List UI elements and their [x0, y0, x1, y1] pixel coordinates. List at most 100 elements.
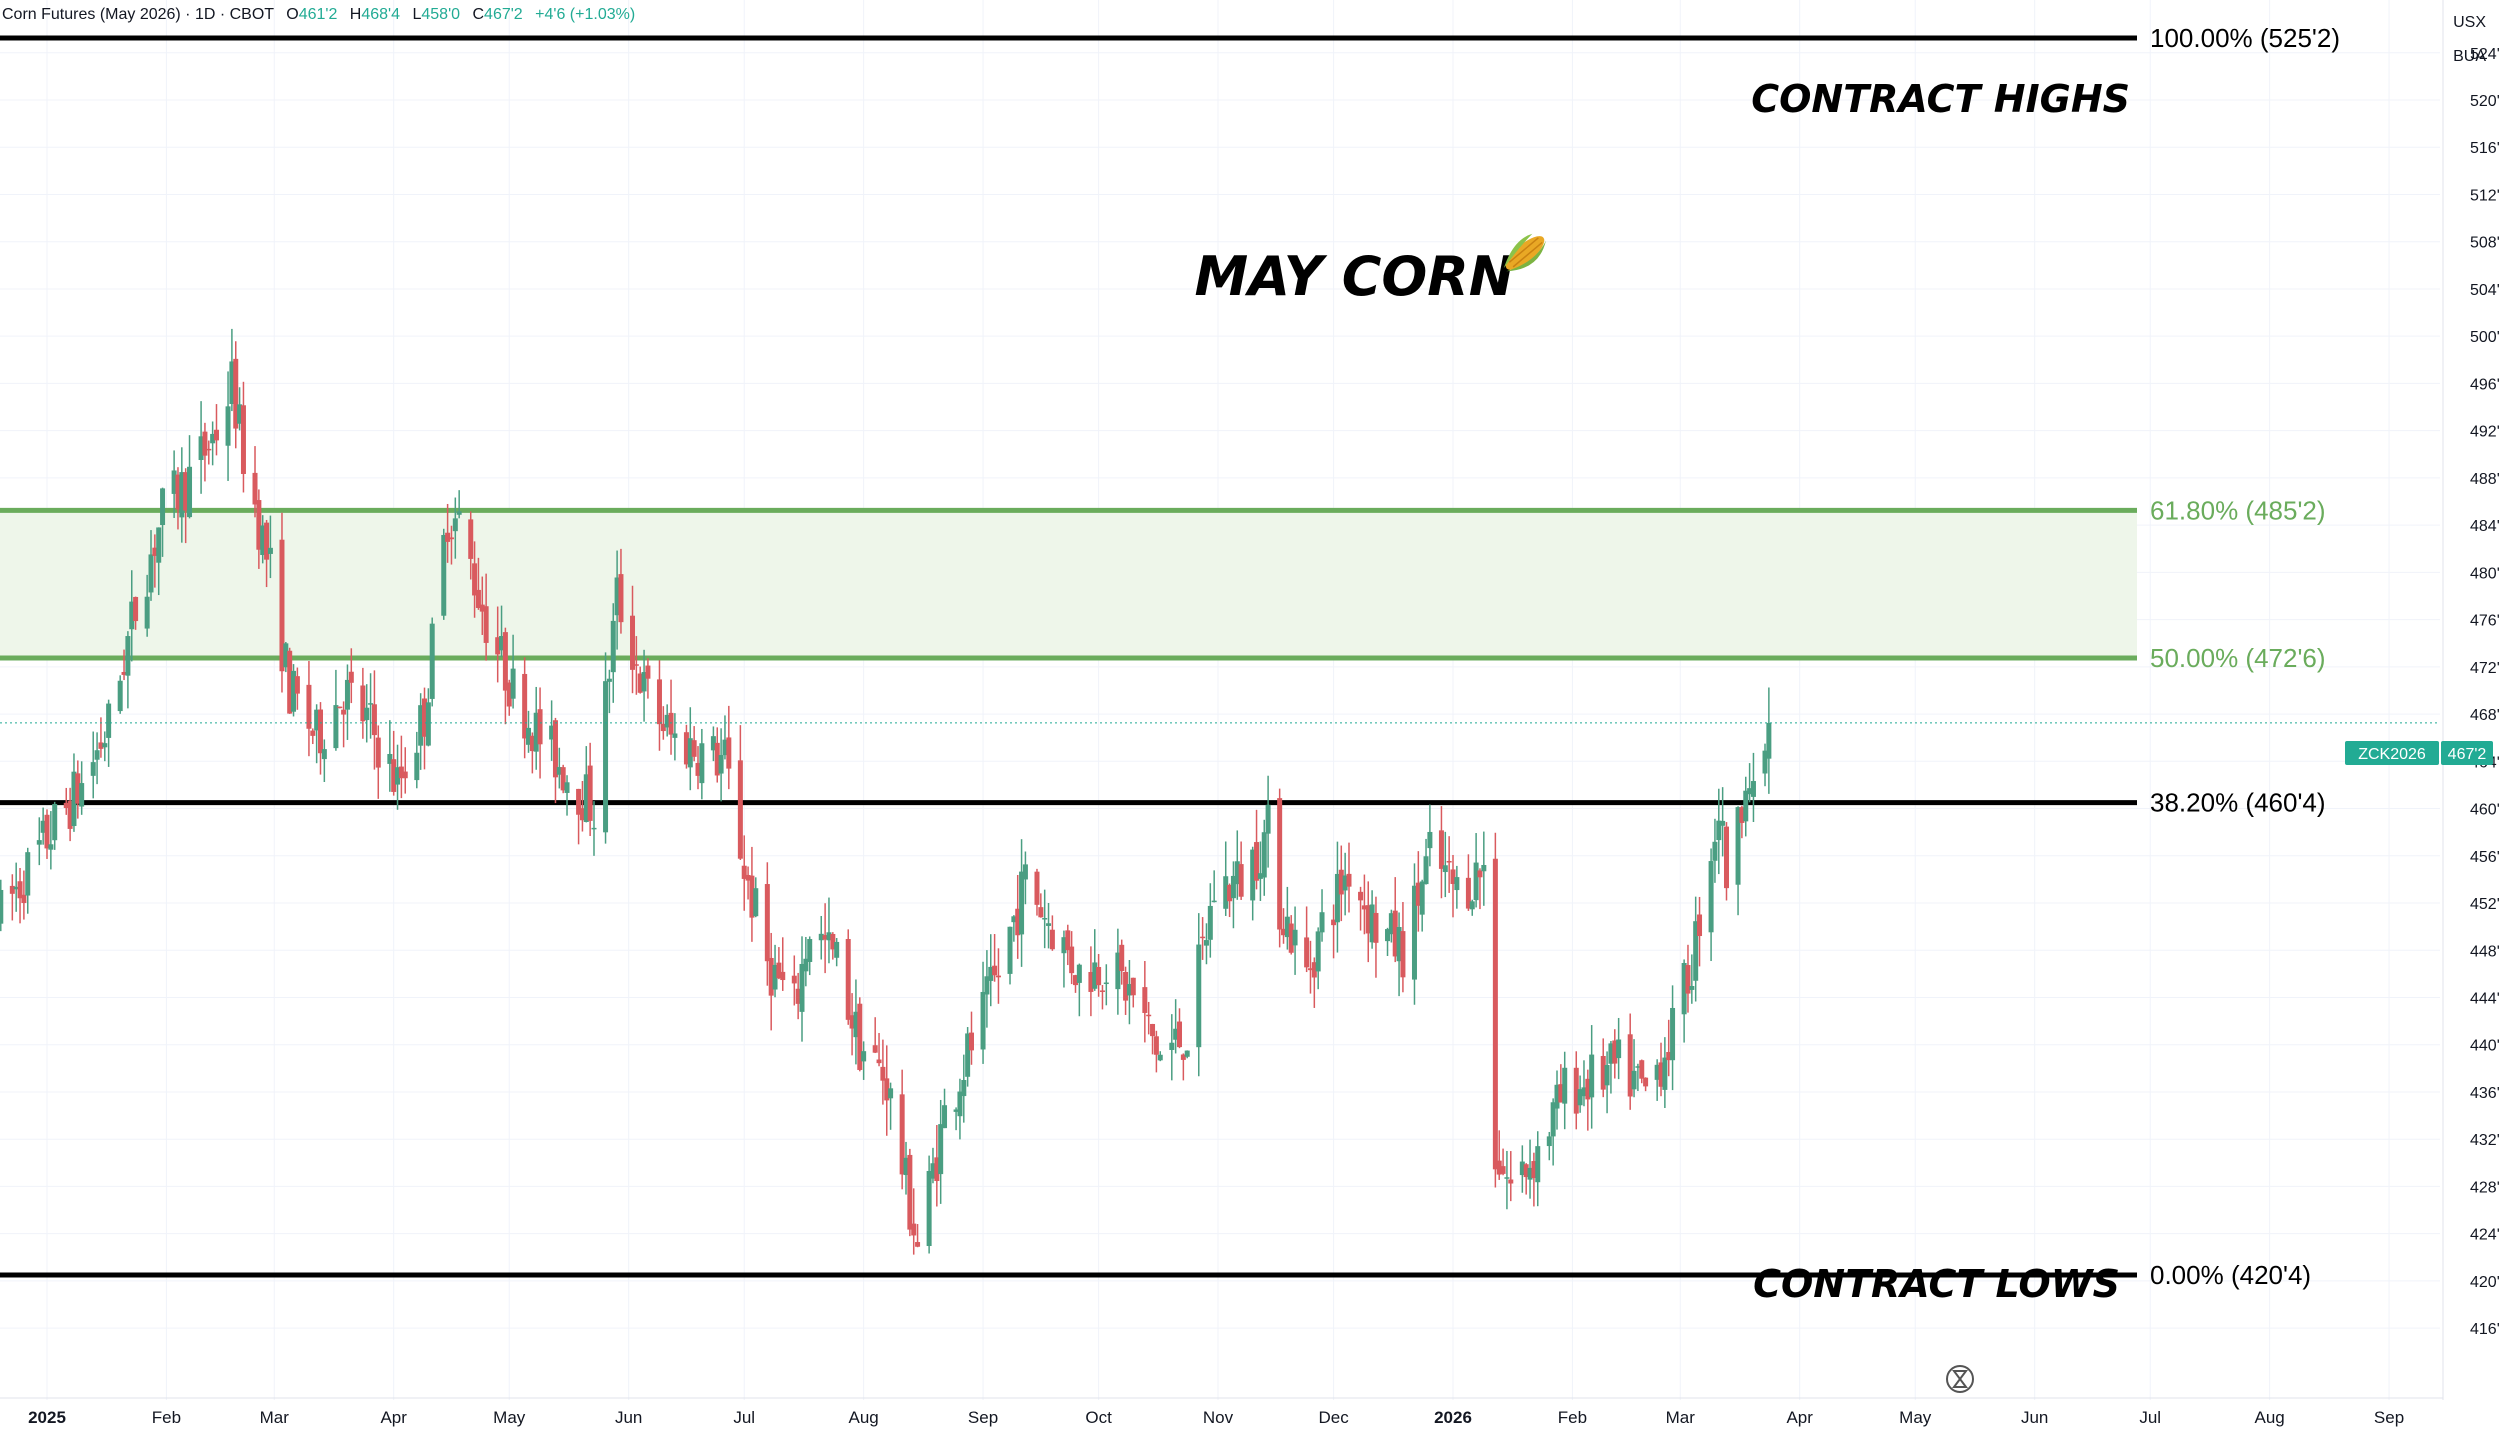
- time-tick-label: May: [493, 1408, 526, 1427]
- fib-label: 61.80% (485'2): [2150, 495, 2326, 525]
- candle-body: [633, 664, 639, 666]
- candle-body: [1670, 1007, 1676, 1061]
- candle-body: [341, 709, 347, 715]
- candle-body: [630, 615, 636, 670]
- candle-body: [888, 1088, 894, 1099]
- candle-body: [452, 518, 458, 532]
- candle-body: [583, 774, 589, 822]
- candle-body: [1046, 923, 1052, 926]
- candle-body: [911, 1223, 917, 1236]
- candle-body: [926, 1170, 932, 1247]
- candle-body: [0, 889, 4, 924]
- candle-body: [1654, 1064, 1660, 1080]
- candle-body: [1411, 885, 1417, 980]
- candle-body: [772, 964, 778, 990]
- candle-body: [1469, 901, 1475, 910]
- candle-body: [1492, 858, 1498, 1170]
- time-tick-label: Jul: [2139, 1408, 2161, 1427]
- candle-body: [880, 1066, 886, 1081]
- candle-body: [79, 783, 85, 807]
- candle-body: [930, 1163, 936, 1179]
- candle-body: [25, 852, 31, 896]
- candle-body: [360, 685, 366, 722]
- candle-body: [129, 601, 135, 630]
- candle-body: [1581, 1087, 1587, 1097]
- candle-body: [1577, 1089, 1583, 1106]
- candle-body: [1223, 876, 1229, 909]
- candle-body: [1307, 968, 1313, 971]
- low-value: 458'0: [421, 6, 461, 23]
- candle-body: [156, 527, 162, 563]
- candle-body: [549, 725, 555, 740]
- candle-body: [1207, 905, 1213, 940]
- symbol-title[interactable]: Corn Futures (May 2026) · 1D · CBOT: [2, 6, 274, 23]
- price-axis[interactable]: 524'0 520'0 516'0 512'0 508'0 504'0 500'0 496'0…: [2442, 0, 2500, 1400]
- candle-body: [1015, 908, 1021, 936]
- candle-body: [691, 740, 697, 757]
- candle-body: [402, 771, 408, 779]
- candle-body: [510, 668, 516, 699]
- price-tick-label: 460'0: [2470, 802, 2500, 819]
- candle-body: [1311, 962, 1317, 978]
- price-tick-label: 480'0: [2470, 565, 2500, 582]
- candle-body: [957, 1091, 963, 1117]
- candle-body: [371, 704, 377, 736]
- candle-body: [364, 707, 370, 721]
- candle-body: [1504, 1177, 1510, 1179]
- candle-body: [506, 682, 512, 707]
- candle-body: [953, 1109, 959, 1112]
- candle-body: [849, 1015, 855, 1029]
- candle-body: [876, 1059, 882, 1064]
- time-axis[interactable]: 2025 Feb Mar Apr May Jun Jul Aug Sep Oct Nov Dec 202…: [0, 1397, 2443, 1427]
- candle-body: [1061, 937, 1067, 954]
- candle-body: [984, 976, 990, 995]
- price-tick-label: 416'0: [2470, 1321, 2500, 1338]
- candle-body: [1180, 1054, 1186, 1060]
- high-value: 468'4: [361, 6, 401, 23]
- candle-body: [556, 767, 562, 775]
- candle-body: [75, 773, 81, 804]
- candle-body: [687, 738, 693, 768]
- candle-body: [1712, 841, 1718, 861]
- candle-body: [121, 671, 127, 675]
- candle-body: [968, 1032, 974, 1051]
- candle-body: [1153, 1036, 1159, 1055]
- candle-body: [1720, 820, 1726, 826]
- candle-body: [291, 670, 297, 712]
- candle-body: [1550, 1102, 1556, 1137]
- candle-body: [645, 665, 651, 679]
- candle-body: [418, 705, 424, 746]
- candle-body: [98, 742, 104, 749]
- candle-body: [368, 703, 374, 705]
- candle-body: [988, 966, 994, 981]
- candle-body: [102, 743, 108, 748]
- candle-body: [1438, 830, 1444, 869]
- candle-body: [1373, 912, 1379, 943]
- candle-body: [718, 755, 724, 774]
- candle-body: [942, 1105, 948, 1129]
- fib-zone-fill: [0, 510, 2137, 658]
- candle-body: [306, 684, 312, 729]
- candle-body: [1173, 1028, 1179, 1040]
- price-tick-label: 476'0: [2470, 613, 2500, 630]
- candle-body: [175, 474, 181, 510]
- candle-body: [1450, 869, 1456, 884]
- candle-body: [1042, 918, 1048, 920]
- candle-body: [749, 875, 755, 918]
- high-label: H: [349, 6, 362, 23]
- candle-body: [429, 623, 435, 699]
- time-tick-label: Jun: [615, 1408, 642, 1427]
- price-tick-label: 492'0: [2470, 424, 2500, 441]
- currency-label[interactable]: USX: [2453, 14, 2486, 31]
- candle-body: [980, 991, 986, 1050]
- candle-body: [1011, 916, 1017, 923]
- candle-body: [1250, 849, 1256, 901]
- timezone-icon[interactable]: [1946, 1365, 1974, 1393]
- currency-unit-box[interactable]: USX BUA: [2453, 6, 2486, 74]
- candle-body: [1146, 1014, 1152, 1017]
- unit-label[interactable]: BUA: [2453, 48, 2486, 65]
- low-label: L: [412, 6, 422, 23]
- candle-body: [737, 760, 743, 859]
- time-tick-label: Aug: [849, 1408, 879, 1427]
